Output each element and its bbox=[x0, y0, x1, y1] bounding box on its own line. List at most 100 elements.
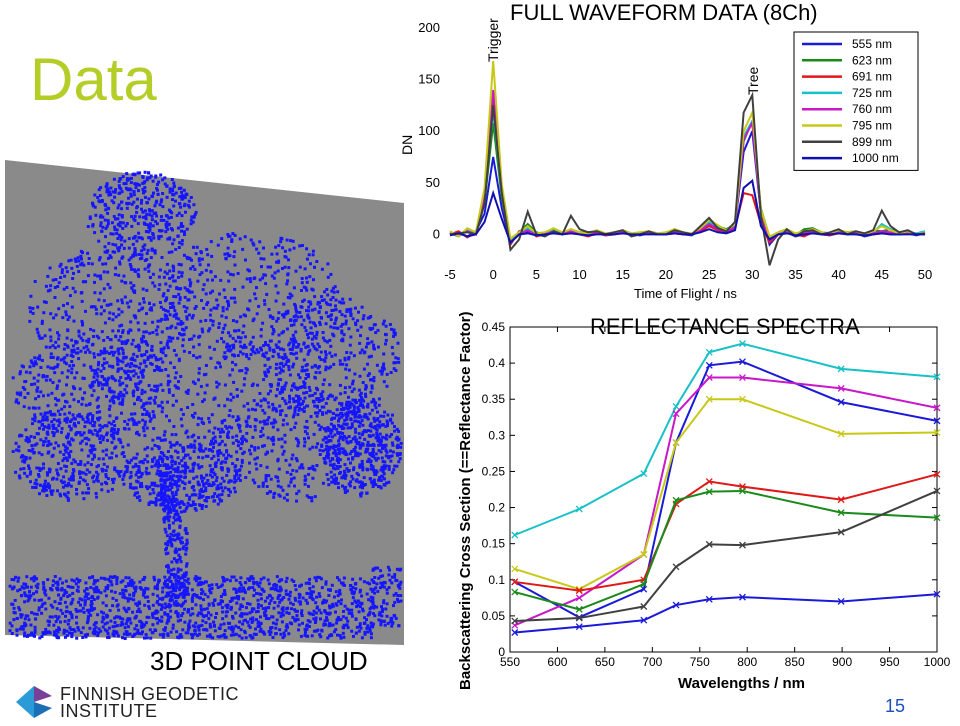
cloud-point bbox=[345, 489, 349, 493]
cloud-point bbox=[185, 193, 189, 197]
cloud-point bbox=[15, 448, 19, 452]
cloud-point bbox=[322, 405, 326, 409]
cloud-point bbox=[291, 415, 295, 419]
cloud-point bbox=[39, 438, 43, 442]
cloud-point bbox=[255, 456, 259, 460]
cloud-point bbox=[185, 546, 189, 550]
cloud-point bbox=[188, 480, 192, 484]
cloud-point bbox=[351, 398, 355, 402]
cloud-point bbox=[175, 630, 179, 634]
cloud-point bbox=[105, 189, 109, 193]
cloud-point bbox=[212, 471, 216, 475]
cloud-point bbox=[357, 432, 361, 436]
cloud-point bbox=[293, 608, 297, 612]
cloud-point bbox=[103, 622, 107, 626]
cloud-point bbox=[289, 472, 293, 476]
cloud-point bbox=[218, 602, 222, 605]
cloud-point bbox=[360, 636, 364, 640]
cloud-point bbox=[387, 480, 391, 484]
cloud-point bbox=[182, 448, 186, 452]
cloud-point bbox=[130, 358, 134, 361]
cloud-point bbox=[231, 360, 234, 364]
cloud-point bbox=[240, 442, 244, 446]
cloud-point bbox=[158, 368, 162, 372]
cloud-point bbox=[204, 447, 208, 451]
cloud-point bbox=[189, 218, 193, 222]
cloud-point bbox=[317, 400, 321, 403]
cloud-point bbox=[22, 455, 26, 459]
cloud-point bbox=[124, 182, 128, 186]
cloud-point bbox=[47, 486, 51, 490]
cloud-point bbox=[185, 255, 189, 259]
cloud-point bbox=[134, 614, 138, 618]
cloud-point bbox=[292, 476, 296, 480]
cloud-point bbox=[126, 422, 129, 426]
cloud-point bbox=[347, 435, 351, 439]
cloud-point bbox=[63, 343, 67, 346]
cloud-point bbox=[177, 380, 180, 384]
cloud-point bbox=[390, 433, 394, 436]
cloud-point bbox=[164, 548, 168, 552]
cloud-point bbox=[136, 491, 139, 495]
cloud-point bbox=[69, 258, 73, 262]
cloud-point bbox=[156, 469, 160, 473]
cloud-point bbox=[96, 374, 100, 378]
cloud-point bbox=[167, 523, 171, 527]
cloud-point bbox=[343, 391, 347, 395]
cloud-point bbox=[169, 540, 173, 544]
cloud-point bbox=[177, 211, 181, 215]
cloud-point bbox=[77, 480, 81, 484]
cloud-point bbox=[184, 571, 188, 575]
cloud-point bbox=[176, 234, 180, 238]
cloud-point bbox=[199, 444, 203, 448]
cloud-point bbox=[43, 479, 47, 483]
cloud-point bbox=[17, 445, 21, 449]
cloud-point bbox=[33, 443, 37, 447]
cloud-point bbox=[264, 374, 268, 378]
cloud-point bbox=[95, 475, 99, 479]
cloud-point bbox=[326, 451, 330, 455]
cloud-point bbox=[177, 357, 181, 361]
cloud-point bbox=[255, 592, 258, 595]
cloud-point bbox=[269, 339, 273, 343]
cloud-point bbox=[307, 436, 310, 440]
cloud-point bbox=[105, 424, 109, 428]
cloud-point bbox=[170, 543, 174, 546]
cloud-point bbox=[186, 435, 190, 439]
cloud-point bbox=[169, 615, 172, 619]
cloud-point bbox=[150, 209, 154, 213]
cloud-point bbox=[305, 432, 309, 436]
cloud-point bbox=[84, 309, 87, 313]
cloud-point bbox=[252, 588, 256, 592]
cloud-point bbox=[101, 383, 105, 387]
cloud-point bbox=[97, 631, 101, 635]
cloud-point bbox=[369, 459, 373, 463]
cloud-point bbox=[276, 387, 279, 391]
cloud-point bbox=[337, 461, 340, 464]
cloud-point bbox=[81, 491, 85, 495]
cloud-point bbox=[169, 470, 173, 474]
cloud-point bbox=[358, 421, 362, 425]
cloud-point bbox=[113, 395, 117, 399]
cloud-point bbox=[181, 480, 184, 484]
cloud-point bbox=[102, 287, 106, 291]
cloud-point bbox=[362, 476, 366, 480]
cloud-point bbox=[229, 392, 233, 396]
cloud-point bbox=[209, 356, 213, 360]
cloud-point bbox=[96, 396, 100, 400]
cloud-point bbox=[331, 412, 335, 415]
cloud-point bbox=[166, 450, 170, 453]
cloud-point bbox=[184, 210, 187, 214]
cloud-point bbox=[223, 486, 227, 490]
cloud-point bbox=[214, 366, 218, 370]
cloud-point bbox=[161, 451, 165, 455]
cloud-point bbox=[361, 607, 364, 611]
cloud-point bbox=[100, 387, 104, 391]
cloud-point bbox=[33, 416, 37, 420]
cloud-point bbox=[294, 457, 298, 460]
cloud-point bbox=[166, 317, 169, 321]
cloud-point bbox=[151, 232, 155, 235]
cloud-point bbox=[90, 448, 94, 452]
cloud-point bbox=[393, 331, 397, 335]
cloud-point bbox=[281, 246, 285, 250]
